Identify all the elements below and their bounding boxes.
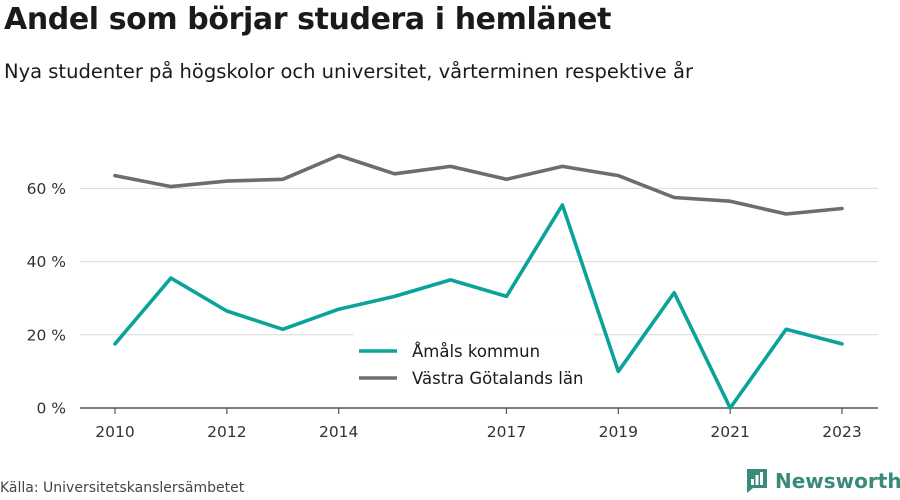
y-tick-label: 20 % (27, 326, 66, 344)
x-tick-label: 2010 (95, 423, 134, 441)
x-tick-label: 2023 (822, 423, 861, 441)
y-tick-label: 60 % (27, 180, 66, 198)
legend-label: Västra Götalands län (412, 369, 583, 388)
legend-box (353, 333, 595, 391)
x-tick-label: 2017 (487, 423, 526, 441)
series-line-0 (113, 203, 844, 410)
y-tick-label: 0 % (36, 400, 66, 418)
brand-name: Newsworthy (775, 469, 900, 493)
chart-title: Andel som börjar studera i hemlänet (4, 2, 612, 37)
x-tick-label: 2021 (710, 423, 749, 441)
y-tick-label: 40 % (27, 253, 66, 271)
brand-logo: Newsworthy (745, 468, 900, 494)
source-note: Källa: Universitetskanslersämbetet (0, 480, 245, 496)
chart-subtitle: Nya studenter på högskolor och universit… (4, 60, 693, 83)
x-tick-label: 2019 (599, 423, 638, 441)
newsworthy-logo-icon (747, 469, 767, 493)
x-tick-label: 2014 (319, 423, 358, 441)
series-line-1 (113, 153, 844, 216)
x-tick-label: 2012 (207, 423, 246, 441)
legend-label: Åmåls kommun (412, 342, 540, 361)
